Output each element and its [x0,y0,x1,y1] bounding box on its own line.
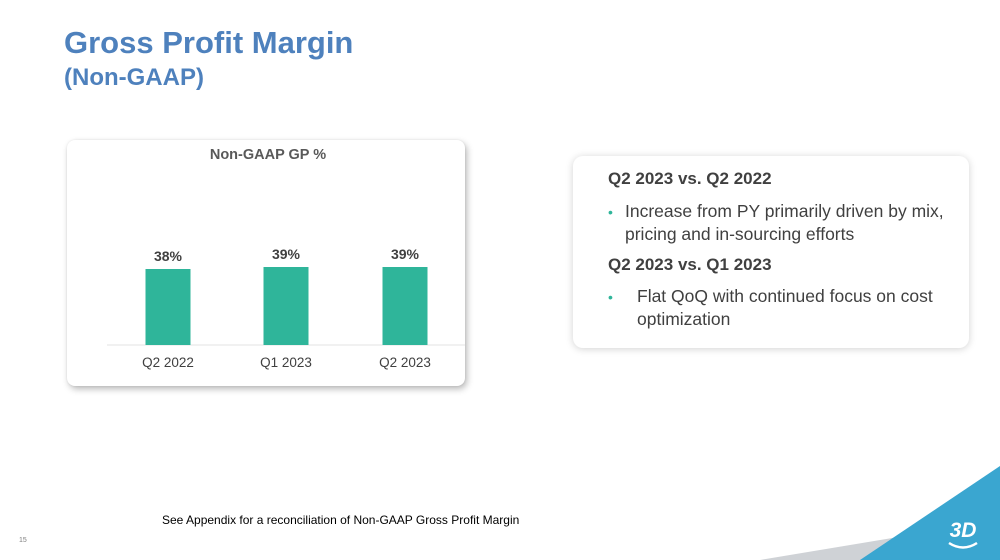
page-subtitle: (Non-GAAP) [64,64,204,91]
x-tick-label: Q2 2023 [379,355,431,370]
commentary-heading-1: Q2 2023 vs. Q2 2022 [608,169,772,188]
x-tick-label: Q1 2023 [260,355,312,370]
footnote: See Appendix for a reconciliation of Non… [162,513,520,527]
chart-title: Non-GAAP GP % [210,147,326,163]
data-label: 38% [154,248,183,264]
data-label: 39% [272,246,301,262]
bar-q2-2023 [382,267,428,345]
chart-card: Non-GAAP GP % 38% Q2 2022 39% Q1 2023 39% Q2 … [67,140,465,386]
bullet-dot-icon: • [608,204,613,220]
x-tick-label: Q2 2022 [142,355,194,370]
teal-corner-band [860,466,1000,560]
page-number: 15 [19,537,27,544]
data-label: 39% [391,246,420,262]
bar-q1-2023 [263,267,309,345]
commentary-bullet-2: Flat QoQ with continued focus on cost op… [637,286,933,329]
commentary-bullet-1: Increase from PY primarily driven by mix… [625,201,944,244]
bar-group: 38% Q2 2022 39% Q1 2023 39% Q2 2023 [142,246,431,370]
gray-corner-band [760,520,1000,560]
bullet-dot-icon: • [608,289,613,305]
3d-logo-icon: 3D [948,519,978,549]
commentary-card: Q2 2023 vs. Q2 2022 • Increase from PY p… [573,156,969,348]
commentary-heading-2: Q2 2023 vs. Q1 2023 [608,255,772,274]
page-title: Gross Profit Margin [64,25,354,60]
bar-q2-2022 [145,269,191,345]
logo-text: 3D [950,519,977,542]
gp-bar-chart: Non-GAAP GP % 38% Q2 2022 39% Q1 2023 39% Q2 … [107,147,465,370]
